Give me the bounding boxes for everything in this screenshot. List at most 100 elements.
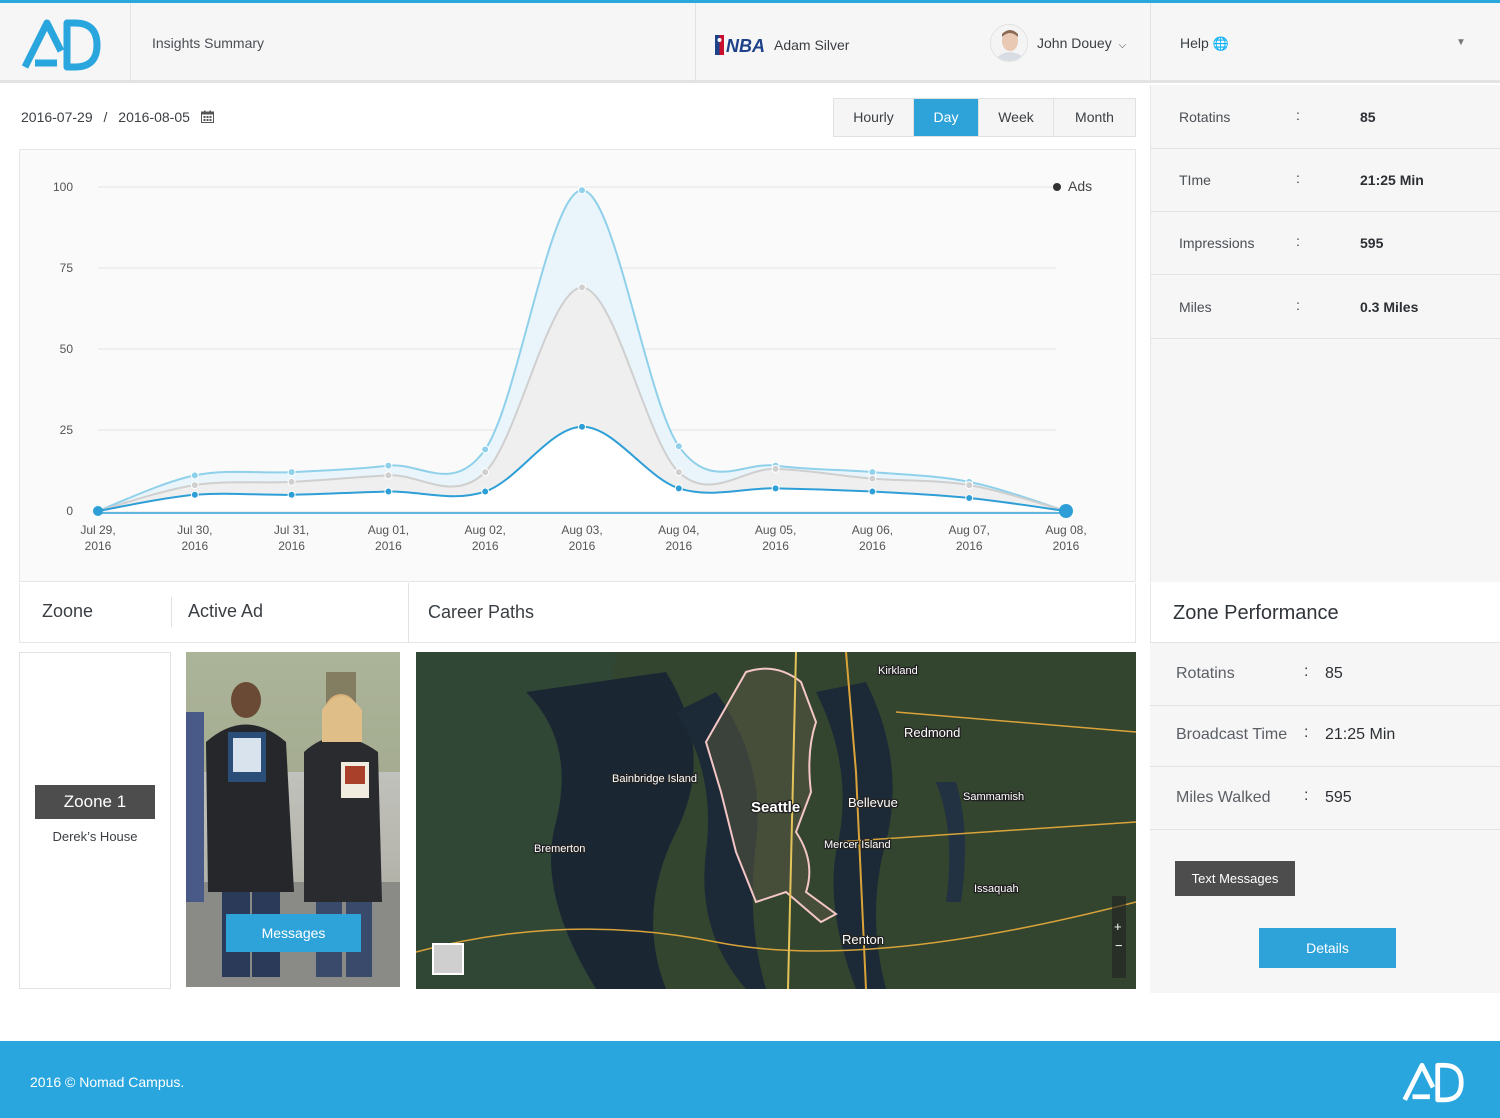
zone-performance-title: Zone Performance — [1173, 602, 1339, 624]
summary-stats-panel: Rotatins : 85 TIme : 21:25 Min Impressio… — [1150, 85, 1500, 582]
tab-week[interactable]: Week — [979, 99, 1054, 136]
active-ad-image[interactable]: Messages — [186, 652, 400, 987]
legend-marker — [1053, 183, 1061, 191]
map-label-bellevue: Bellevue — [848, 795, 898, 810]
date-range-picker[interactable]: 2016-07-29 / 2016-08-05 — [21, 109, 214, 125]
data-point — [965, 481, 974, 490]
data-point — [287, 477, 296, 486]
help-label: Help — [1180, 35, 1209, 51]
zone-stat-value: 595 — [1325, 789, 1352, 806]
divider — [171, 597, 172, 627]
zone-stat-colon: : — [1304, 663, 1309, 680]
x-tick-label: Aug 07, — [949, 523, 990, 537]
stat-label: Rotatins — [1179, 109, 1231, 125]
map-label-kirkland: Kirkland — [878, 665, 918, 677]
stat-row: TIme : 21:25 Min — [1151, 148, 1500, 212]
tab-zoone[interactable]: Zoone — [42, 601, 94, 621]
career-paths-map[interactable]: Seattle Bellevue Redmond Bremerton Rento… — [416, 652, 1136, 989]
zone-stat-label: Miles Walked — [1176, 789, 1271, 806]
stat-colon: : — [1296, 233, 1300, 249]
map-label-bremerton: Bremerton — [534, 843, 585, 855]
data-point — [868, 474, 877, 483]
map-label-issaquah: Issaquah — [974, 883, 1019, 895]
zone-stat-label: Broadcast Time — [1176, 726, 1288, 743]
calendar-icon[interactable] — [200, 110, 214, 123]
data-point — [481, 445, 490, 454]
data-point — [384, 487, 393, 496]
map-label-redmond: Redmond — [904, 725, 960, 740]
user-name: John Douey — [1037, 35, 1112, 51]
help-link[interactable]: Help 🌐 — [1180, 35, 1229, 52]
data-point — [771, 464, 780, 473]
zone-stat-colon: : — [1304, 724, 1309, 741]
data-point — [868, 468, 877, 477]
zone-badge[interactable]: Zoone 1 — [35, 785, 155, 819]
series-area — [98, 287, 1066, 511]
app-logo[interactable] — [0, 3, 131, 83]
stat-label: Impressions — [1179, 235, 1255, 251]
text-messages-button[interactable]: Text Messages — [1175, 861, 1295, 896]
panel-tabs: Zoone Active Ad Career Paths — [19, 583, 1136, 643]
y-tick-label: 100 — [53, 180, 73, 194]
stat-label: Miles — [1179, 299, 1212, 315]
account-name: Adam Silver — [774, 37, 850, 53]
globe-icon: 🌐 — [1212, 36, 1229, 51]
y-tick-label: 50 — [60, 342, 74, 356]
ads-chart: 0 25 50 75 100 Jul 29, 2016 Jul 30, 2016 Jul 31, 2… — [19, 149, 1136, 582]
x-tick-label: Aug 03, — [561, 523, 602, 537]
messages-button[interactable]: Messages — [226, 914, 361, 952]
tab-month[interactable]: Month — [1075, 109, 1114, 125]
zone-card[interactable]: Zoone 1 Derek’s House — [19, 652, 171, 989]
svg-text:NBA: NBA — [726, 36, 765, 55]
details-button[interactable]: Details — [1259, 928, 1396, 968]
account-switcher: NBA Adam Silver John Douey ⌵ — [696, 3, 1151, 83]
top-accent-bar — [0, 0, 1500, 3]
stat-colon: : — [1296, 107, 1300, 123]
x-tick-label: 2016 — [181, 539, 208, 553]
data-point — [190, 490, 199, 499]
zone-stat-value: 21:25 Min — [1325, 726, 1396, 743]
x-tick-label: 2016 — [1053, 539, 1080, 553]
x-tick-label: Aug 01, — [368, 523, 409, 537]
y-tick-label: 25 — [60, 423, 74, 437]
data-point — [578, 422, 586, 431]
data-point — [578, 186, 586, 195]
tab-active-ad[interactable]: Active Ad — [188, 601, 264, 621]
stat-colon: : — [1296, 170, 1300, 186]
period-selector: Hourly Day Week Month — [833, 98, 1136, 137]
zone-performance-header: Zone Performance — [1150, 583, 1500, 643]
x-tick-label: Aug 06, — [852, 523, 893, 537]
date-separator: / — [103, 109, 108, 125]
svg-text:−: − — [1115, 938, 1123, 953]
map-label-mercer-island: Mercer Island — [824, 839, 891, 851]
footer-logo-icon[interactable] — [1398, 1059, 1468, 1103]
tab-day[interactable]: Day — [914, 99, 979, 136]
footer-copyright: 2016 © Nomad Campus. — [30, 1074, 185, 1090]
data-point — [481, 487, 490, 496]
stat-value: 595 — [1360, 235, 1384, 251]
x-tick-label: 2016 — [472, 539, 499, 553]
page-title-cell: Insights Summary — [131, 3, 696, 83]
data-point — [287, 490, 296, 499]
x-tick-label: Jul 29, — [80, 523, 115, 537]
map-label-bainbridge: Bainbridge Island — [612, 773, 697, 785]
svg-text:+: + — [1114, 919, 1122, 934]
x-tick-label: Aug 05, — [755, 523, 796, 537]
avatar[interactable] — [990, 24, 1028, 62]
x-tick-label: 2016 — [85, 539, 112, 553]
data-point — [965, 494, 974, 503]
footer: 2016 © Nomad Campus. — [0, 1041, 1500, 1118]
tab-career-paths[interactable]: Career Paths — [428, 602, 535, 622]
data-point — [190, 471, 199, 480]
user-avatar-icon — [991, 25, 1027, 61]
data-point — [384, 471, 393, 480]
dropdown-caret-icon[interactable]: ▼ — [1456, 37, 1466, 48]
x-tick-label: 2016 — [569, 539, 596, 553]
tab-hourly[interactable]: Hourly — [834, 99, 914, 136]
date-end: 2016-08-05 — [118, 109, 190, 125]
stat-value: 85 — [1360, 109, 1376, 125]
x-tick-label: 2016 — [375, 539, 402, 553]
user-menu[interactable]: John Douey ⌵ — [1037, 35, 1126, 51]
stat-value: 21:25 Min — [1360, 172, 1424, 188]
x-tick-label: 2016 — [859, 539, 886, 553]
